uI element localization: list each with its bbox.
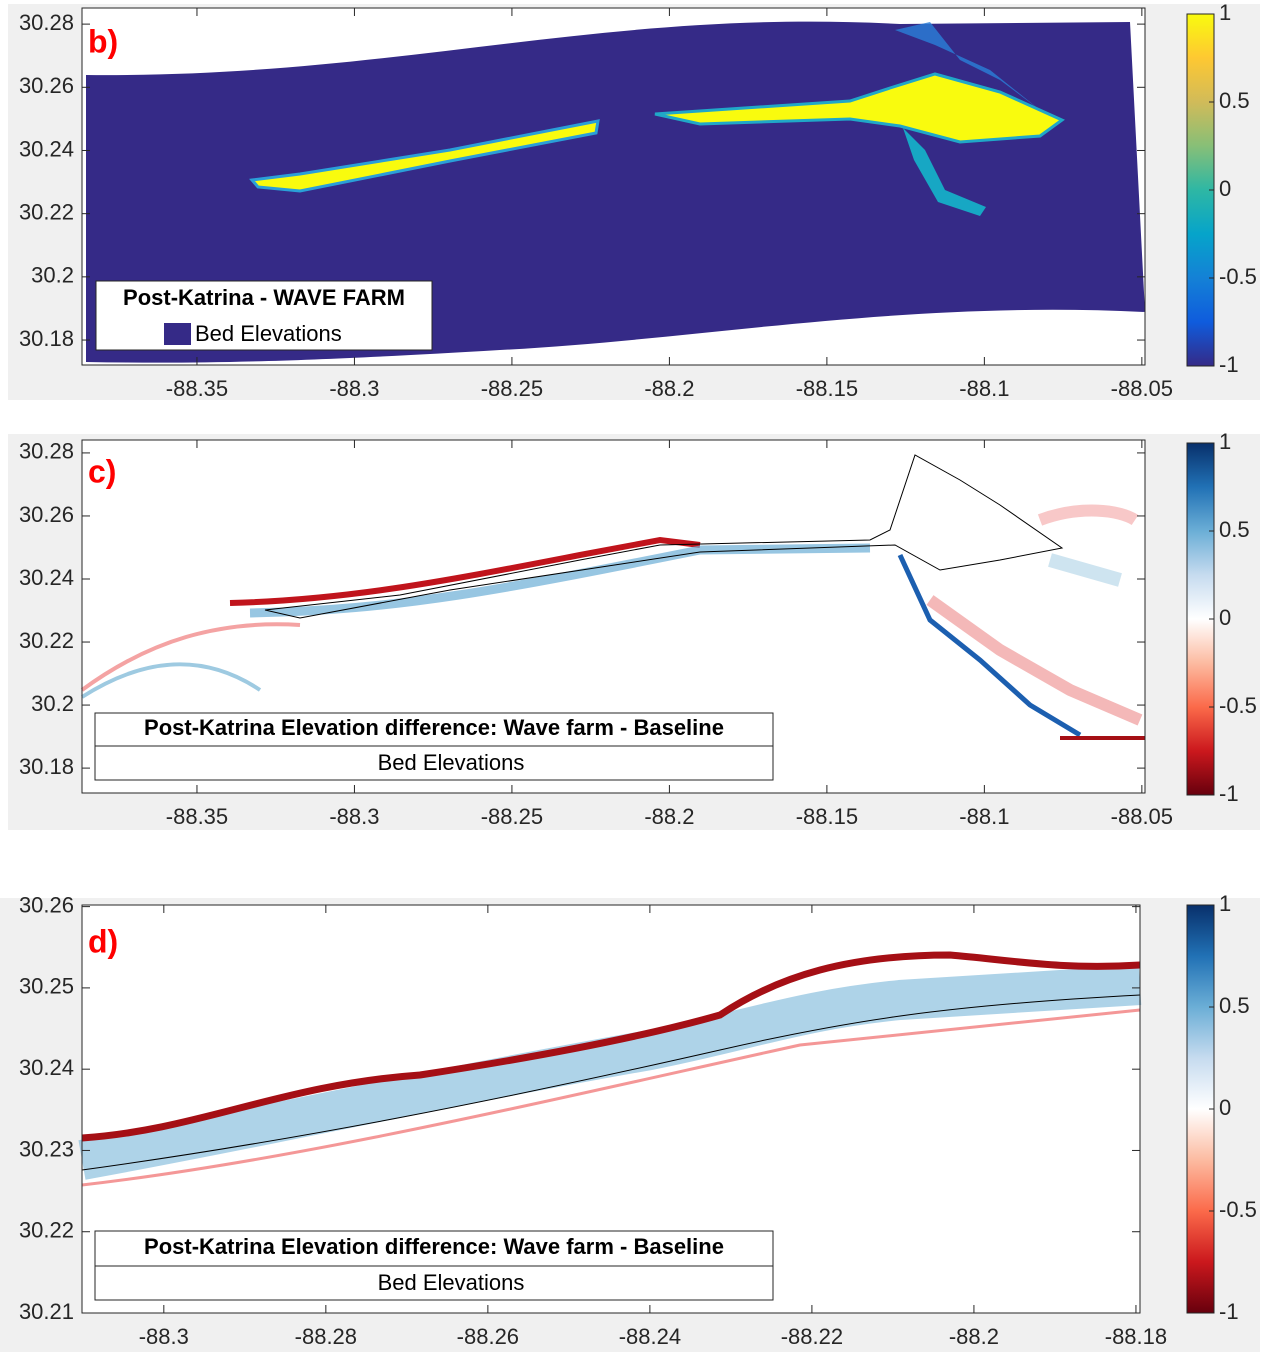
legend-entry: Bed Elevations	[378, 750, 525, 775]
x-tick-label: -88.2	[644, 804, 694, 829]
colorbar-tick-label: -0.5	[1219, 264, 1257, 289]
legend-box	[95, 280, 433, 351]
field-b	[86, 21, 1145, 363]
y-tick-label: 30.21	[19, 1299, 74, 1324]
y-tick-label: 30.26	[19, 502, 74, 527]
legend: Post-Katrina Elevation difference: Wave …	[94, 1230, 774, 1301]
x-tick-label: -88.3	[329, 376, 379, 401]
x-tick-label: -88.15	[796, 804, 858, 829]
x-tick-label: -88.28	[295, 1324, 357, 1349]
y-tick-label: 30.23	[19, 1136, 74, 1161]
colorbar-tick-label: -0.5	[1219, 1197, 1257, 1222]
colorbar-tick-label: 0	[1219, 176, 1231, 201]
legend-swatch	[164, 323, 191, 345]
colorbar-tick-label: 1	[1219, 0, 1231, 25]
colorbar-tick-label: 0.5	[1219, 517, 1250, 542]
x-tick-label: -88.2	[949, 1324, 999, 1349]
legend: Post-Katrina Elevation difference: Wave …	[94, 712, 774, 781]
x-tick-label: -88.25	[481, 804, 543, 829]
colorbar-tick-label: -1	[1219, 1299, 1239, 1324]
y-tick-label: 30.18	[19, 326, 74, 351]
x-tick-label: -88.26	[457, 1324, 519, 1349]
legend-title: Post-Katrina - WAVE FARM	[123, 285, 405, 310]
legend-entry: Bed Elevations	[195, 321, 342, 346]
colorbar-tick-label: 1	[1219, 429, 1231, 454]
field-d	[78, 951, 1142, 1187]
field-c	[80, 454, 1145, 740]
x-tick-label: -88.25	[481, 376, 543, 401]
y-tick-label: 30.2	[31, 263, 74, 288]
colorbar-tick-label: -1	[1219, 781, 1239, 806]
x-tick-label: -88.1	[959, 376, 1009, 401]
legend: Post-Katrina - WAVE FARM Bed Elevations	[95, 280, 433, 351]
x-tick-label: -88.22	[781, 1324, 843, 1349]
panel-label: c)	[88, 453, 116, 489]
x-tick-label: -88.3	[139, 1324, 189, 1349]
y-tick-label: 30.22	[19, 199, 74, 224]
x-tick-label: -88.35	[166, 376, 228, 401]
legend-entry: Bed Elevations	[378, 1270, 525, 1295]
y-tick-label: 30.26	[19, 73, 74, 98]
x-tick-label: -88.1	[959, 804, 1009, 829]
y-tick-label: 30.2	[31, 691, 74, 716]
y-tick-label: 30.28	[19, 439, 74, 464]
y-tick-label: 30.24	[19, 565, 74, 590]
y-tick-label: 30.22	[19, 628, 74, 653]
x-tick-label: -88.35	[166, 804, 228, 829]
y-tick-label: 30.28	[19, 10, 74, 35]
axes-box	[81, 439, 1146, 794]
legend-title: Post-Katrina Elevation difference: Wave …	[144, 715, 724, 740]
panel-label: b)	[88, 23, 118, 59]
x-tick-label: -88.18	[1105, 1324, 1167, 1349]
colorbar-tick-label: 0	[1219, 1095, 1231, 1120]
legend-title: Post-Katrina Elevation difference: Wave …	[144, 1234, 724, 1259]
colorbar-tick-label: 0.5	[1219, 88, 1250, 113]
x-tick-label: -88.15	[796, 376, 858, 401]
colorbar-tick-label: -0.5	[1219, 693, 1257, 718]
colorbar-tick-label: 0.5	[1219, 993, 1250, 1018]
y-tick-label: 30.18	[19, 754, 74, 779]
colorbar-tick-label: -1	[1219, 352, 1239, 377]
x-tick-label: -88.2	[644, 376, 694, 401]
x-tick-label: -88.24	[619, 1324, 681, 1349]
y-tick-label: 30.26	[19, 892, 74, 917]
x-tick-label: -88.05	[1111, 376, 1173, 401]
x-tick-label: -88.05	[1111, 804, 1173, 829]
axes-box	[81, 904, 1141, 1314]
x-tick-label: -88.3	[329, 804, 379, 829]
y-tick-label: 30.24	[19, 136, 74, 161]
panel-label: d)	[88, 923, 118, 959]
y-tick-label: 30.24	[19, 1055, 74, 1080]
colorbar-tick-label: 0	[1219, 605, 1231, 630]
axes-box	[81, 7, 1146, 366]
colorbar-tick-label: 1	[1219, 891, 1231, 916]
y-tick-label: 30.22	[19, 1218, 74, 1243]
y-tick-label: 30.25	[19, 974, 74, 999]
